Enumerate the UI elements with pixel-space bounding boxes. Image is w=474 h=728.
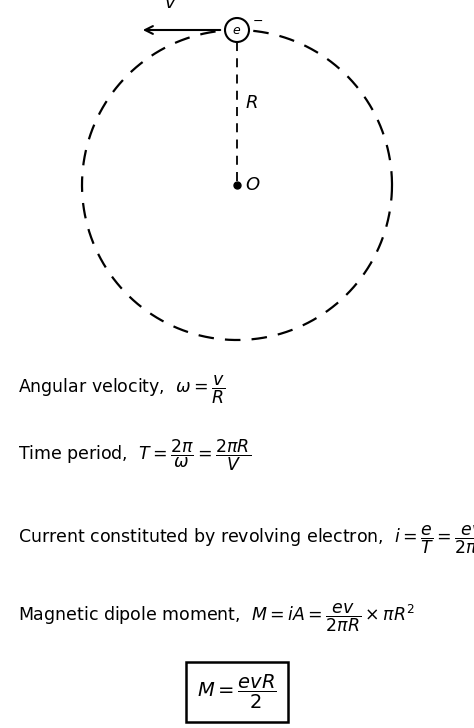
Text: $v$: $v$ [164, 0, 176, 12]
Text: Time period,  $T = \dfrac{2\pi}{\omega} = \dfrac{2\pi R}{V}$: Time period, $T = \dfrac{2\pi}{\omega} =… [18, 438, 251, 472]
Circle shape [225, 18, 249, 42]
Text: Angular velocity,  $\omega = \dfrac{v}{R}$: Angular velocity, $\omega = \dfrac{v}{R}… [18, 373, 226, 406]
Text: $O$: $O$ [245, 176, 260, 194]
Text: Current constituted by revolving electron,  $i = \dfrac{e}{T} = \dfrac{ev}{2\pi : Current constituted by revolving electro… [18, 523, 474, 556]
Text: Magnetic dipole moment,  $M = iA = \dfrac{ev}{2\pi R} \times \pi R^2$: Magnetic dipole moment, $M = iA = \dfrac… [18, 602, 415, 634]
Text: $e$: $e$ [232, 23, 242, 36]
Text: $M = \dfrac{evR}{2}$: $M = \dfrac{evR}{2}$ [197, 673, 277, 711]
Text: $-$: $-$ [252, 14, 263, 26]
Text: $R$: $R$ [245, 95, 258, 113]
